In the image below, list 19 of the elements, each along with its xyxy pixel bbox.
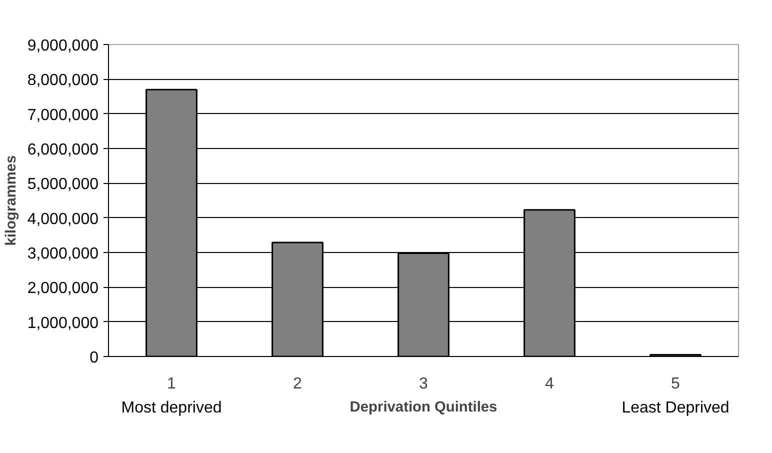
text: Most deprived — [121, 400, 222, 416]
x-axis-title: Deprivation Quintiles — [350, 400, 498, 416]
y-axis-title: kilogrammes — [3, 155, 20, 246]
y-tick-label: 7,000,000 — [27, 106, 99, 124]
y-tick-label: 1,000,000 — [27, 314, 99, 332]
y-tick-label: 0 — [90, 350, 99, 366]
x-tick-label: 1 — [167, 376, 176, 392]
y-tick-label: 5,000,000 — [27, 176, 99, 194]
x-tick-label: 5 — [671, 376, 680, 392]
y-tick-label: 9,000,000 — [27, 38, 99, 54]
text: Least Deprived — [622, 400, 730, 416]
y-tick-label: 3,000,000 — [27, 246, 99, 262]
y-tick-label: 6,000,000 — [27, 142, 99, 158]
x-tick-label: 3 — [419, 376, 428, 392]
y-tick-label: 2,000,000 — [27, 280, 99, 298]
x-tick-label: 4 — [545, 376, 554, 392]
x-tick-label: 2 — [293, 376, 302, 392]
y-tick-label: 4,000,000 — [27, 210, 99, 228]
y-tick-label: 8,000,000 — [27, 72, 99, 90]
